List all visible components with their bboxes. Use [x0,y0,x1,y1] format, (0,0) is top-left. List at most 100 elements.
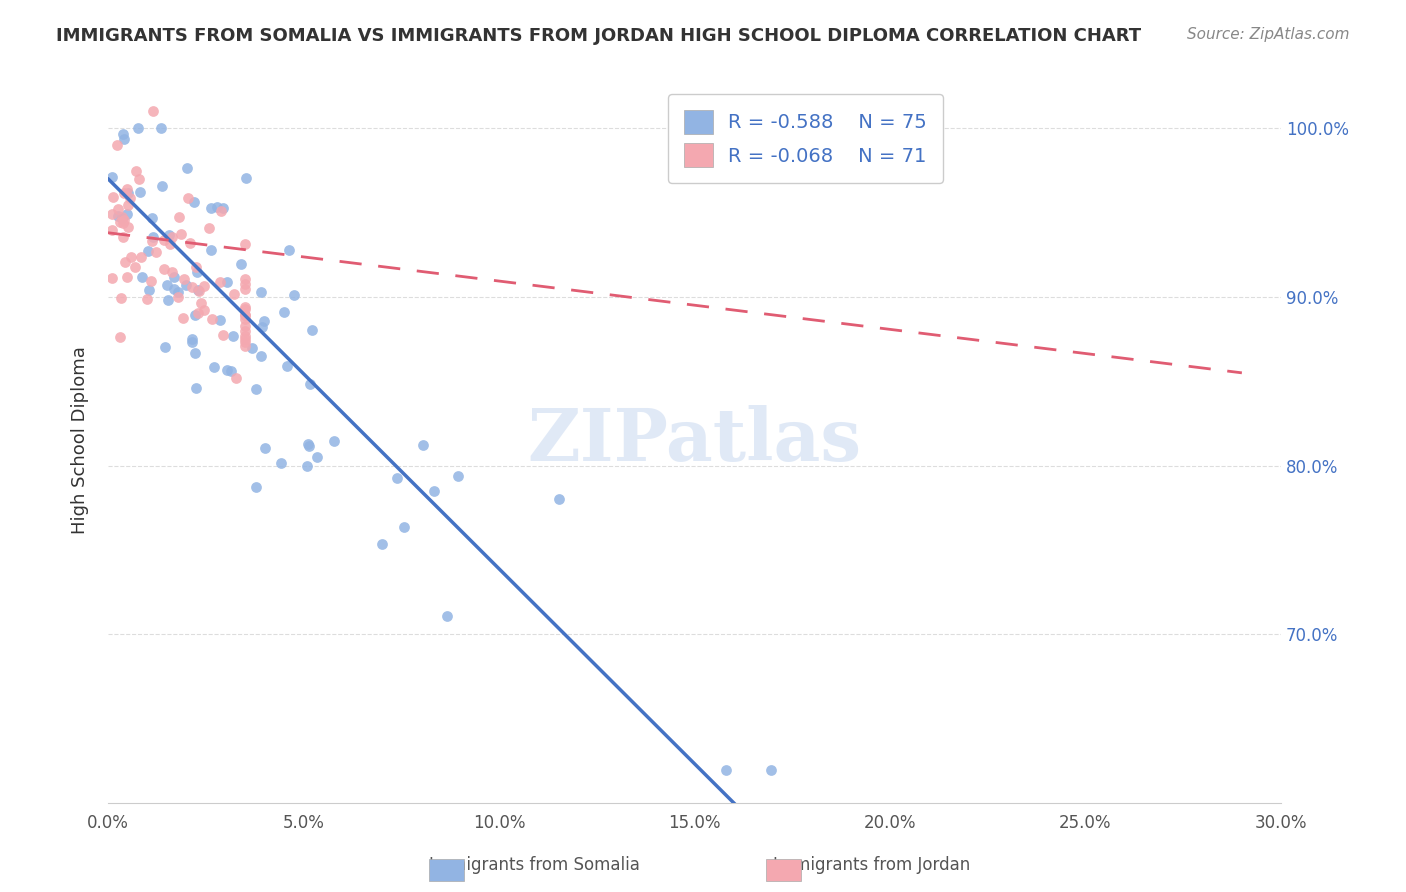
Point [205,200,228,214]
Point [174,278,197,293]
Point [254,441,277,455]
Point [297,436,319,450]
Point [295,458,318,473]
Point [307,450,329,464]
Point [115,207,138,221]
Point [184,308,207,322]
Point [277,244,299,258]
Point [298,376,321,391]
Point [322,434,344,448]
Point [105,138,128,153]
Point [136,292,159,306]
Point [283,288,305,302]
Point [385,471,408,485]
Point [209,204,232,219]
Point [101,270,124,285]
Point [187,306,209,320]
Point [101,169,124,184]
Point [186,381,208,395]
Point [172,311,194,326]
Point [219,364,242,378]
Text: Immigrants from Jordan: Immigrants from Jordan [773,856,970,874]
Point [117,219,139,234]
Point [111,210,134,224]
Text: Immigrants from Somalia: Immigrants from Somalia [429,856,640,874]
Point [222,286,245,301]
Point [301,323,323,337]
Point [112,186,135,201]
Y-axis label: High School Diploma: High School Diploma [72,346,89,534]
Point [110,291,132,305]
Point [110,211,132,225]
Point [167,285,190,299]
Point [176,161,198,175]
Point [114,254,136,268]
Point [117,181,139,195]
Point [101,222,124,236]
Point [186,260,208,274]
Point [208,313,231,327]
Point [159,236,181,251]
Point [423,483,446,498]
Point [222,328,245,343]
Point [204,360,226,375]
Point [436,609,458,624]
Point [245,480,267,494]
Point [149,121,172,136]
Point [110,329,132,343]
Point [233,334,256,349]
Point [233,237,256,252]
Point [186,265,208,279]
Point [233,308,256,322]
Point [176,191,198,205]
Point [233,272,256,286]
Point [233,308,256,322]
Point [229,257,252,271]
Point [166,290,188,304]
Legend: R = -0.588    N = 75, R = -0.068    N = 71: R = -0.588 N = 75, R = -0.068 N = 71 [668,95,943,183]
Point [193,279,215,293]
Point [183,195,205,210]
Point [115,270,138,285]
Point [112,127,135,141]
Point [211,202,233,216]
Point [208,275,231,289]
Point [447,468,470,483]
Point [153,233,176,247]
Point [128,186,150,200]
Point [110,215,132,229]
Point [117,198,139,212]
Point [759,763,782,777]
Point [180,280,202,294]
Point [179,236,201,251]
Point [142,104,165,119]
Point [125,164,148,178]
Point [141,211,163,225]
Point [235,170,257,185]
Point [128,172,150,186]
Point [242,341,264,355]
Point [170,227,193,242]
Point [270,456,292,470]
Point [152,261,174,276]
Point [162,269,184,284]
Point [215,363,238,377]
Point [245,382,267,396]
Point [163,282,186,296]
Point [131,270,153,285]
Point [157,228,180,243]
Point [121,250,143,264]
Point [107,202,129,217]
Point [167,210,190,224]
Point [233,301,256,316]
Point [190,296,212,310]
Point [714,763,737,777]
Point [150,179,173,194]
Point [225,370,247,384]
Point [112,213,135,227]
Point [250,350,273,364]
Point [141,234,163,248]
Point [117,186,139,200]
Point [548,491,571,506]
Point [371,537,394,551]
